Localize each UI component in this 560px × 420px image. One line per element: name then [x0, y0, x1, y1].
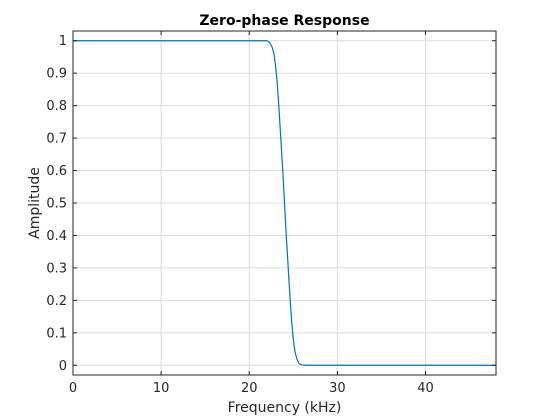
x-tick-label: 40	[417, 381, 434, 396]
y-tick-label: 1	[59, 34, 67, 49]
x-tick-label: 10	[153, 381, 170, 396]
chart-title: Zero-phase Response	[199, 13, 369, 29]
ticks: 0 10 20 30 40 0 0.1 0.2 0.3 0.4 0.5 0.6 0.7 0.8 0.9 1	[46, 31, 496, 396]
series-layer	[73, 40, 496, 366]
x-tick-label: 20	[241, 381, 258, 396]
y-tick-label: 0.1	[46, 326, 67, 341]
y-tick-label: 0.5	[46, 197, 67, 212]
y-tick-label: 0.2	[46, 294, 67, 309]
y-axis-label: Amplitude	[27, 167, 43, 239]
y-tick-label: 0.4	[46, 229, 67, 244]
x-tick-label: 30	[329, 381, 346, 396]
y-tick-label: 0.3	[46, 261, 67, 276]
x-axis-label: Frequency (kHz)	[228, 400, 342, 416]
x-tick-label: 0	[69, 381, 77, 396]
y-tick-label: 0.9	[46, 67, 67, 82]
y-tick-label: 0.6	[46, 164, 67, 179]
y-tick-label: 0.8	[46, 99, 67, 114]
y-tick-label: 0.7	[46, 132, 67, 147]
y-tick-label: 0	[59, 359, 67, 374]
response-line	[73, 40, 496, 366]
